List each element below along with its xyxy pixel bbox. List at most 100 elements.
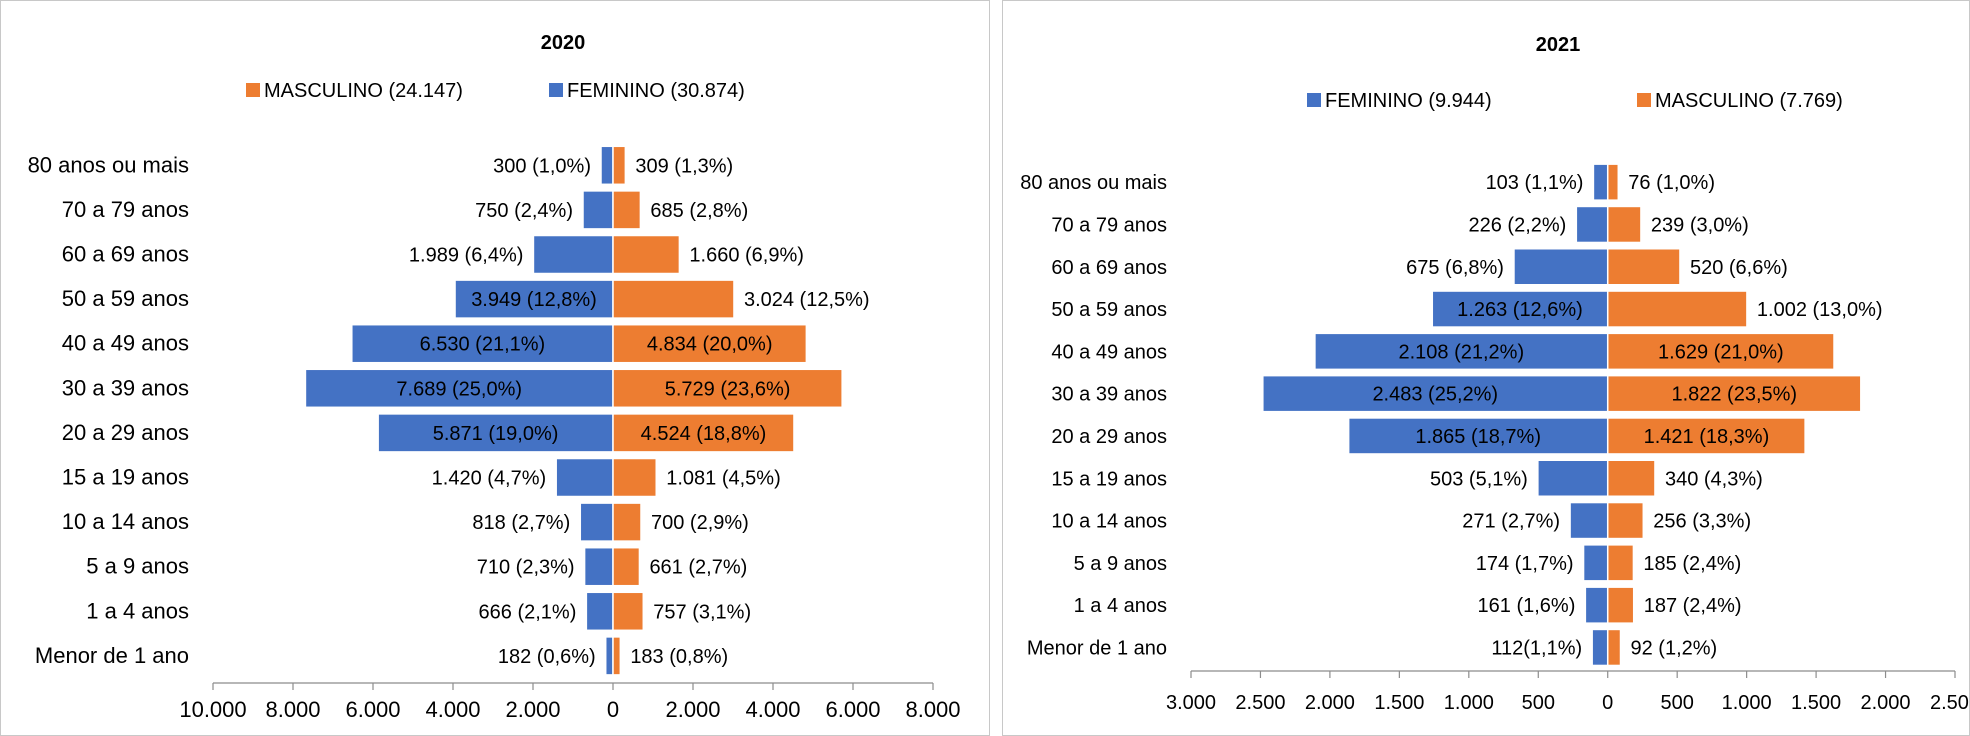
bar-masculino <box>612 546 641 587</box>
category-label: 1 a 4 anos <box>1074 595 1167 617</box>
x-tick-label: 8.000 <box>265 697 320 722</box>
category-label: 70 a 79 anos <box>62 197 189 222</box>
legend-swatch <box>1637 93 1651 107</box>
x-tick-label: 2.000 <box>1861 692 1911 714</box>
category-label: 40 a 49 anos <box>1051 341 1167 363</box>
pyramid-chart-2021: 2021 FEMININO (9.944) MASCULINO (7.769) 80 … <box>1020 34 1969 714</box>
x-tick-label: 500 <box>1660 692 1693 714</box>
x-tick-label: 4.000 <box>745 697 800 722</box>
bar-feminino <box>585 591 614 632</box>
bar-masculino <box>1606 163 1620 201</box>
data-label-masculino: 520 (6,6%) <box>1690 257 1788 279</box>
data-label-masculino: 1.081 (4,5%) <box>666 468 781 490</box>
chart-panel-2020: 2020 MASCULINO (24.147) FEMININO (30.874) 8… <box>0 0 990 736</box>
bar-feminino <box>1569 501 1609 540</box>
bar-masculino <box>612 145 627 186</box>
category-label: Menor de 1 ano <box>1027 637 1167 659</box>
category-label: 15 a 19 anos <box>62 465 189 490</box>
data-label-masculino: 1.002 (13,0%) <box>1757 299 1883 321</box>
category-label: 20 a 29 anos <box>1051 426 1167 448</box>
x-tick-label: 2.000 <box>1305 692 1355 714</box>
x-tick-label: 2.000 <box>505 697 560 722</box>
data-label-feminino: 710 (2,3%) <box>477 557 575 579</box>
bar-feminino <box>1537 459 1609 497</box>
data-label-feminino: 2.108 (21,2%) <box>1398 341 1524 363</box>
bar-masculino <box>1606 248 1681 286</box>
bar-feminino <box>1592 163 1609 201</box>
data-label-feminino: 226 (2,2%) <box>1468 214 1566 236</box>
chart-title: 2020 <box>541 32 586 54</box>
data-label-masculino: 187 (2,4%) <box>1644 595 1742 617</box>
x-tick-label: 3.000 <box>1166 692 1216 714</box>
bar-feminino <box>1262 374 1609 413</box>
category-label: 5 a 9 anos <box>1074 553 1167 575</box>
bar-feminino <box>1582 544 1609 582</box>
legend-swatch <box>1307 93 1321 107</box>
data-label-feminino: 300 (1,0%) <box>493 155 591 177</box>
x-tick-label: 1.500 <box>1791 692 1841 714</box>
data-label-feminino: 103 (1,1%) <box>1486 172 1584 194</box>
bar-masculino <box>1606 290 1748 328</box>
category-label: 30 a 39 anos <box>62 375 189 400</box>
bar-feminino <box>1314 332 1609 371</box>
legend-swatch <box>549 83 563 97</box>
bar-feminino <box>583 546 614 587</box>
data-label-masculino: 92 (1,2%) <box>1631 637 1718 659</box>
panel-divider <box>990 0 1002 736</box>
data-label-masculino: 1.421 (18,3%) <box>1644 426 1770 448</box>
bar-masculino <box>1606 586 1635 624</box>
x-tick-label: 6.000 <box>345 697 400 722</box>
data-label-masculino: 1.822 (23,5%) <box>1671 384 1797 406</box>
bar-feminino <box>377 413 614 453</box>
data-label-feminino: 112(1,1%) <box>1491 637 1582 659</box>
data-label-masculino: 239 (3,0%) <box>1651 214 1749 236</box>
data-label-masculino: 4.524 (18,8%) <box>641 423 767 445</box>
bar-feminino <box>582 190 614 230</box>
data-label-feminino: 1.989 (6,4%) <box>409 245 524 267</box>
category-label: 50 a 59 anos <box>62 286 189 311</box>
data-label-feminino: 1.263 (12,6%) <box>1457 299 1583 321</box>
bar-feminino <box>1575 205 1609 244</box>
bar-feminino <box>454 279 614 319</box>
bar-masculino <box>1606 205 1642 244</box>
data-label-feminino: 503 (5,1%) <box>1430 468 1528 490</box>
data-label-masculino: 256 (3,3%) <box>1653 511 1751 533</box>
x-tick-label: 8.000 <box>905 697 960 722</box>
category-label: 60 a 69 anos <box>62 242 189 267</box>
bar-masculino <box>612 279 735 319</box>
data-label-masculino: 4.834 (20,0%) <box>647 334 773 356</box>
bar-feminino <box>1513 248 1609 286</box>
bar-masculino <box>612 413 795 453</box>
data-label-feminino: 6.530 (21,1%) <box>420 334 546 356</box>
data-label-feminino: 271 (2,7%) <box>1462 511 1560 533</box>
data-label-feminino: 666 (2,1%) <box>479 601 577 623</box>
category-label: 50 a 59 anos <box>1051 299 1167 321</box>
bar-masculino <box>1606 544 1635 582</box>
bar-masculino <box>612 502 642 542</box>
data-label-feminino: 2.483 (25,2%) <box>1372 384 1498 406</box>
bar-feminino <box>600 145 614 186</box>
x-tick-label: 6.000 <box>825 697 880 722</box>
category-label: 80 anos ou mais <box>28 152 189 177</box>
x-tick-label: 0 <box>1602 692 1613 714</box>
chart-panel-2021: 2021 FEMININO (9.944) MASCULINO (7.769) 80 … <box>1002 0 1970 736</box>
bar-feminino <box>604 636 614 676</box>
data-label-masculino: 76 (1,0%) <box>1628 172 1715 194</box>
x-tick-label: 1.500 <box>1374 692 1424 714</box>
category-label: 40 a 49 anos <box>62 331 189 356</box>
data-label-masculino: 5.729 (23,6%) <box>665 378 791 400</box>
x-tick-label: 2.500 <box>1235 692 1285 714</box>
data-label-feminino: 1.420 (4,7%) <box>432 468 547 490</box>
category-label: 15 a 19 anos <box>1051 468 1167 490</box>
bar-masculino <box>1606 459 1656 497</box>
bar-feminino <box>1591 628 1609 667</box>
bar-masculino <box>612 190 642 230</box>
category-label: 10 a 14 anos <box>62 509 189 534</box>
data-label-masculino: 661 (2,7%) <box>649 557 747 579</box>
bar-masculino <box>1606 501 1645 540</box>
pyramid-chart-2020: 2020 MASCULINO (24.147) FEMININO (30.874) 8… <box>28 32 961 722</box>
legend-label: FEMININO (9.944) <box>1325 90 1492 112</box>
bar-masculino <box>1606 332 1835 371</box>
x-tick-label: 1.000 <box>1444 692 1494 714</box>
bar-masculino <box>612 368 843 409</box>
